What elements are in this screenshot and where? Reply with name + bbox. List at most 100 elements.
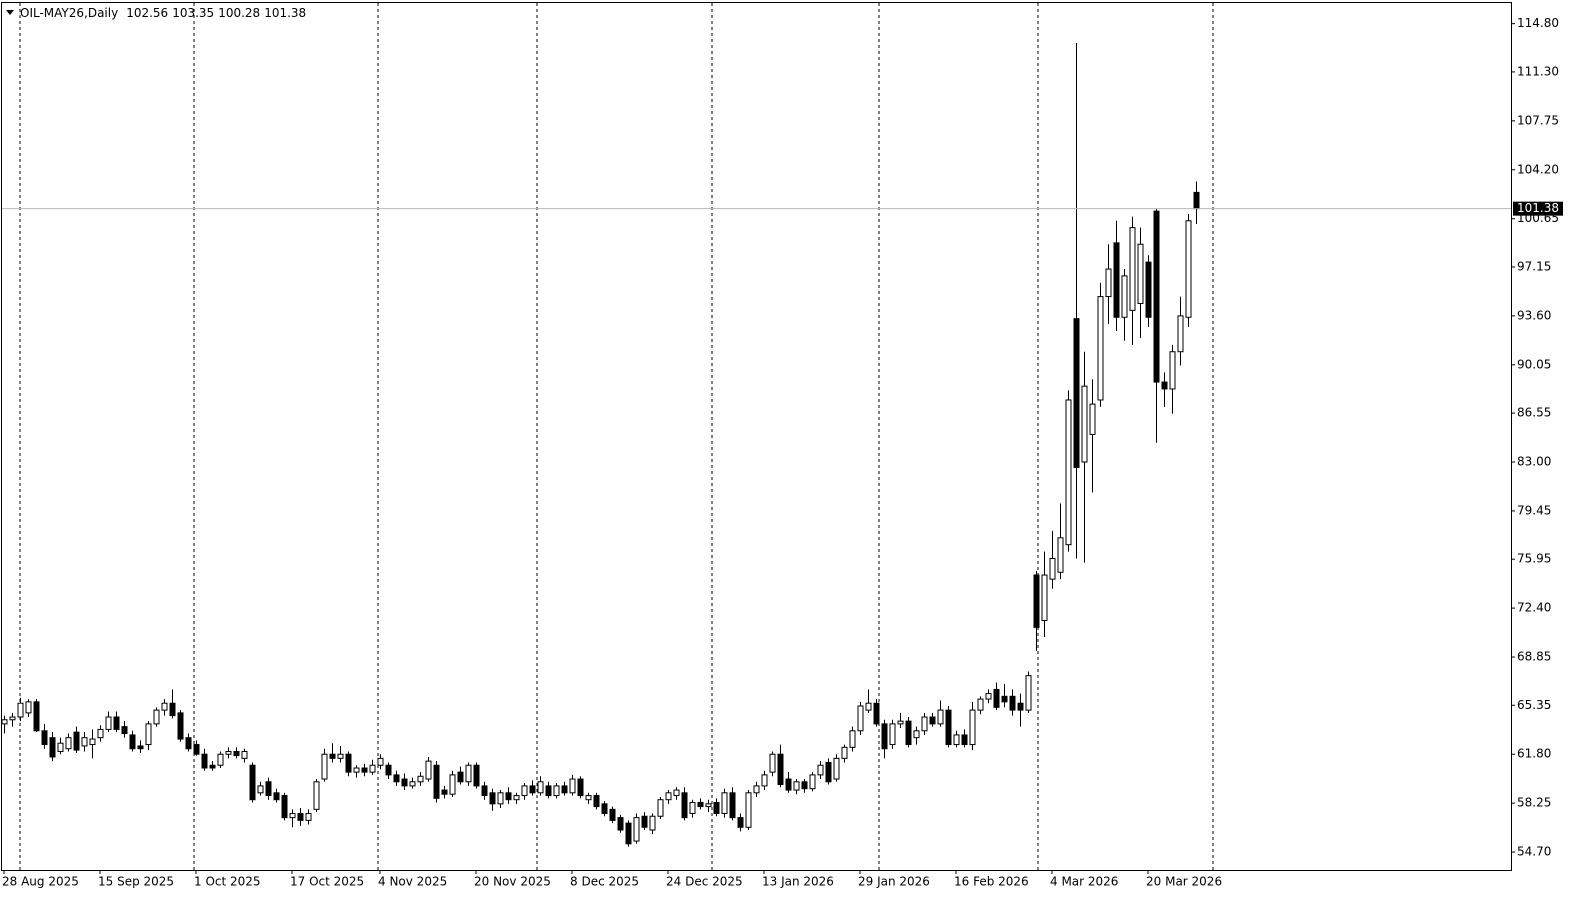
y-tick-label: 83.00 (1517, 455, 1551, 469)
candle-body (801, 781, 808, 790)
candle-body (1025, 675, 1032, 711)
candle-body (97, 728, 104, 739)
candle-body (657, 799, 664, 817)
candle-body (905, 720, 912, 746)
candle-body (529, 785, 536, 794)
candle-body (361, 767, 368, 773)
candle-body (505, 792, 512, 801)
candle-body (409, 781, 416, 787)
candle-body (1, 719, 8, 725)
candle-body (1049, 557, 1056, 580)
candle-body (233, 750, 240, 757)
candle-body (873, 702, 880, 725)
candle-body (929, 716, 936, 725)
y-tick-label: 79.45 (1517, 503, 1551, 517)
candle-body (57, 742, 64, 752)
candle-body (681, 792, 688, 819)
candle-body (441, 789, 448, 795)
y-tick-label: 104.20 (1517, 162, 1559, 176)
x-tick-label: 28 Aug 2025 (2, 875, 79, 889)
candle-body (369, 764, 376, 773)
candle-body (225, 750, 232, 755)
candle-body (417, 775, 424, 783)
candle-body (985, 693, 992, 700)
candle-body (257, 785, 264, 794)
candle-body (1033, 574, 1040, 628)
candle-body (1153, 210, 1160, 383)
candle-body (761, 774, 768, 787)
y-tick-label: 58.25 (1517, 796, 1551, 810)
candle-body (273, 792, 280, 801)
candle-body (961, 734, 968, 746)
candle-body (33, 701, 40, 732)
period-separators (19, 3, 1214, 870)
candle-body (41, 730, 48, 746)
candle-body (1129, 227, 1136, 311)
candle-body (337, 753, 344, 759)
menu-arrow[interactable] (6, 10, 14, 15)
candle-body (585, 795, 592, 801)
candle-body (857, 705, 864, 732)
plot-frame (1, 2, 1512, 871)
candle-body (201, 753, 208, 769)
candle-body (649, 815, 656, 831)
candle-body (817, 764, 824, 776)
candle-body (281, 795, 288, 819)
candle-body (249, 764, 256, 801)
x-tick-label: 4 Nov 2025 (378, 875, 447, 889)
x-tick-label: 1 Oct 2025 (194, 875, 261, 889)
candle-body (169, 702, 176, 717)
candle-body (937, 709, 944, 725)
candle-body (697, 801, 704, 808)
y-tick-label: 97.15 (1517, 259, 1551, 273)
candle-body (25, 701, 32, 714)
candle-body (425, 760, 432, 780)
x-tick-label: 17 Oct 2025 (290, 875, 364, 889)
candle-body (457, 771, 464, 783)
candle-body (481, 785, 488, 797)
candle-body (809, 774, 816, 790)
candle-body (241, 750, 248, 759)
candle-body (665, 792, 672, 801)
candle-body (577, 778, 584, 797)
candle-body (161, 702, 168, 711)
candle-body (1097, 296, 1104, 401)
candle-body (209, 764, 216, 769)
candle-body (993, 688, 1000, 708)
last-price-box (1513, 201, 1563, 216)
candle-body (513, 795, 520, 801)
candle-body (1105, 268, 1112, 298)
candle-body (553, 785, 560, 797)
candle-body (17, 702, 24, 718)
x-tick-label: 29 Jan 2026 (858, 875, 930, 889)
y-tick-label: 111.30 (1517, 64, 1559, 78)
candle-body (305, 812, 312, 821)
candle-body (849, 730, 856, 748)
candle-body (89, 738, 96, 746)
candle-body (625, 822, 632, 845)
candle-body (737, 817, 744, 828)
y-tick-label: 68.85 (1517, 650, 1551, 664)
candle-body (1057, 537, 1064, 573)
chart-title: OIL-MAY26,Daily 102.56 103.35 100.28 101.38 (20, 6, 306, 20)
candle-body (1001, 695, 1008, 703)
x-tick-label: 15 Sep 2025 (98, 875, 174, 889)
candle-body (449, 774, 456, 795)
candle-body (385, 764, 392, 776)
candle-body (401, 778, 408, 787)
y-tick-label: 65.35 (1517, 698, 1551, 712)
candle-body (881, 723, 888, 750)
candle-body (1177, 315, 1184, 353)
candle-body (897, 720, 904, 725)
candle-body (489, 792, 496, 805)
candle-body (1185, 220, 1192, 318)
candle-body (617, 817, 624, 831)
candle-body (1121, 275, 1128, 318)
y-tick-label: 72.40 (1517, 601, 1551, 615)
y-tick-label: 90.05 (1517, 357, 1551, 371)
candle-body (593, 795, 600, 808)
candle-body (129, 734, 136, 750)
candle-body (689, 801, 696, 814)
